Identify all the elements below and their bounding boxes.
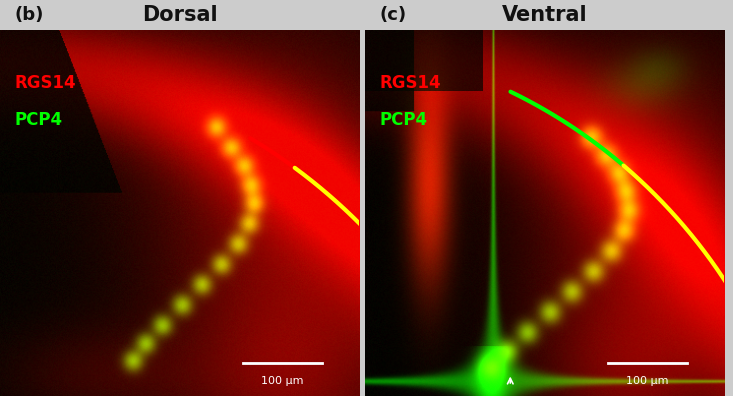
Text: (b): (b) (15, 6, 44, 24)
Text: (c): (c) (380, 6, 407, 24)
Text: Ventral: Ventral (502, 5, 587, 25)
Text: 100 μm: 100 μm (627, 376, 669, 386)
Text: RGS14: RGS14 (15, 74, 76, 92)
Text: RGS14: RGS14 (380, 74, 441, 92)
Text: Dorsal: Dorsal (141, 5, 218, 25)
Text: PCP4: PCP4 (380, 110, 427, 129)
Text: 100 μm: 100 μm (262, 376, 304, 386)
Text: PCP4: PCP4 (15, 110, 62, 129)
